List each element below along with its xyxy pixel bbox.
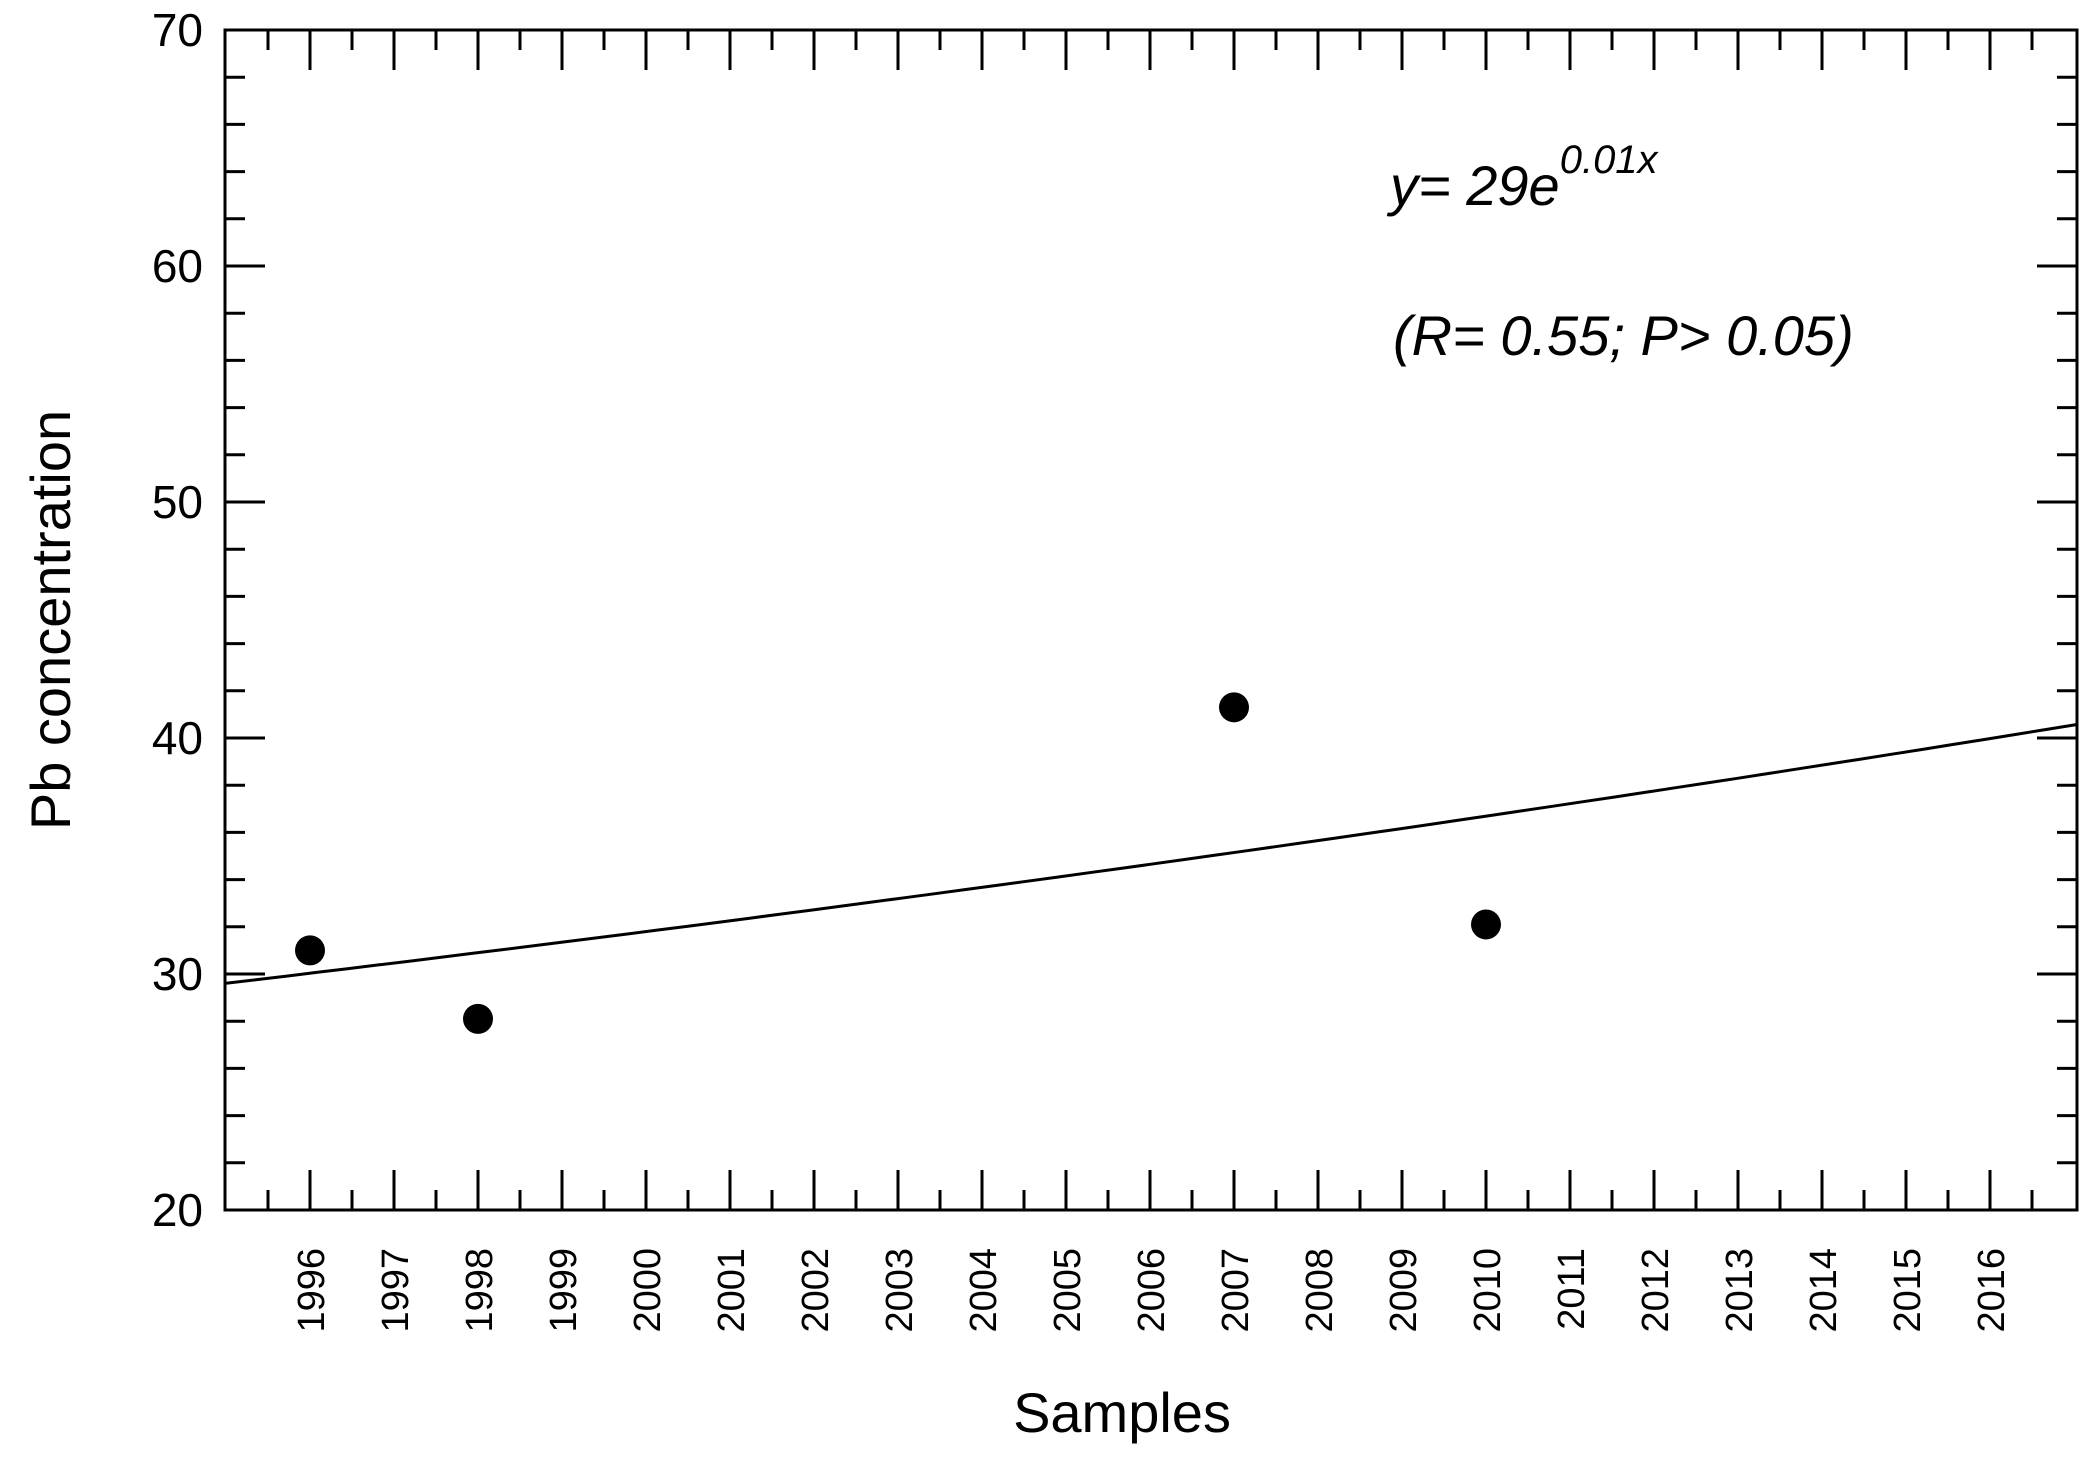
x-tick-label: 2010 — [1467, 1248, 1509, 1333]
x-tick-label: 1998 — [459, 1248, 501, 1333]
plot-frame — [223, 28, 2079, 1212]
x-tick-label: 2009 — [1383, 1248, 1425, 1333]
x-tick-label: 2000 — [627, 1248, 669, 1333]
x-tick-label: 2008 — [1299, 1248, 1341, 1333]
x-tick-label: 2012 — [1635, 1248, 1677, 1333]
x-tick-label: 2015 — [1887, 1248, 1929, 1333]
y-axis-title: Pb concentration — [19, 410, 82, 830]
y-tick-labels: 20 30 40 50 60 70 — [152, 4, 203, 1236]
x-tick-label: 2004 — [963, 1248, 1005, 1333]
y-tick-label: 50 — [152, 476, 203, 528]
x-tick-label: 2014 — [1803, 1248, 1845, 1333]
x-tick-label: 1997 — [375, 1248, 417, 1333]
axis-ticks — [225, 28, 2077, 1212]
data-point — [1219, 692, 1249, 723]
equation-exponent: 0.01x — [1560, 138, 1660, 182]
x-tick-label: 1999 — [543, 1248, 585, 1333]
equation-label: y= 29e0.01x — [1386, 138, 1660, 217]
x-axis-title: Samples — [1013, 1381, 1231, 1444]
x-tick-label: 2016 — [1971, 1248, 2013, 1333]
data-point — [1471, 909, 1501, 940]
x-tick-label: 2005 — [1047, 1248, 1089, 1333]
equation-base: y= 29e — [1386, 154, 1560, 217]
x-tick-label: 2001 — [711, 1248, 753, 1333]
x-tick-label: 2013 — [1719, 1248, 1761, 1333]
data-point — [295, 935, 325, 966]
x-tick-label: 2002 — [795, 1248, 837, 1333]
y-tick-label: 30 — [152, 948, 203, 1000]
x-tick-label: 2003 — [879, 1248, 921, 1333]
y-tick-label: 60 — [152, 240, 203, 292]
stats-label: (R= 0.55; P> 0.05) — [1393, 304, 1854, 367]
y-tick-label: 70 — [152, 4, 203, 56]
x-tick-label: 2006 — [1131, 1248, 1173, 1333]
trend-line — [224, 723, 2078, 985]
data-point — [463, 1003, 493, 1034]
y-tick-label: 40 — [152, 712, 203, 764]
x-tick-labels: 1996 1997 1998 1999 2000 2001 2002 2003 2004 2005… — [291, 1248, 2013, 1333]
x-tick-label: 1996 — [291, 1248, 333, 1333]
data-points — [295, 692, 1501, 1034]
x-tick-label: 2011 — [1551, 1248, 1593, 1330]
x-tick-label: 2007 — [1215, 1248, 1257, 1333]
y-tick-label: 20 — [152, 1184, 203, 1236]
